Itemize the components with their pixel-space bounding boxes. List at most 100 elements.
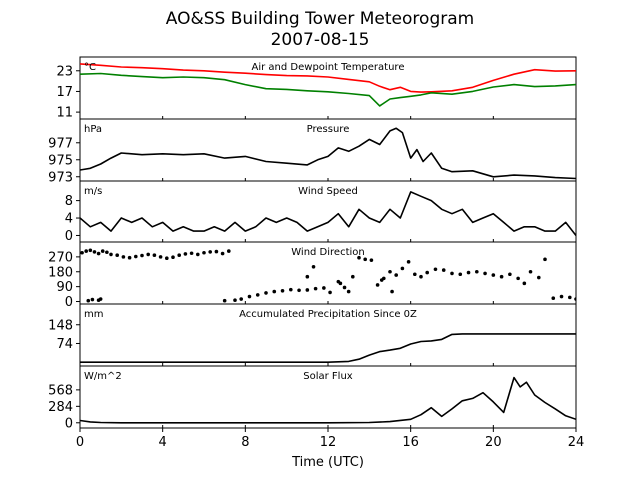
y-tick-label: 0	[65, 416, 73, 431]
data-point	[255, 293, 260, 297]
y-tick-label: 975	[48, 153, 73, 168]
y-tick-label: 270	[48, 250, 73, 265]
data-point	[400, 266, 405, 271]
figure-title-line2: 2007-08-15	[271, 30, 370, 50]
data-point	[152, 253, 157, 258]
data-point	[289, 287, 293, 292]
data-point	[369, 258, 374, 262]
data-point	[202, 250, 206, 255]
y-tick-label: 17	[56, 85, 73, 100]
series-line-1	[80, 191, 576, 236]
series-line-1	[80, 376, 576, 424]
panel-3: 0 4 8 m/s Wind Speed	[65, 180, 577, 244]
series-group	[80, 63, 576, 107]
data-point	[311, 265, 316, 269]
series-group	[80, 248, 576, 303]
data-point	[84, 249, 88, 253]
data-point	[375, 283, 380, 287]
data-point	[115, 253, 119, 258]
data-point	[305, 288, 310, 292]
data-point	[450, 271, 454, 276]
panel-title: Wind Speed	[298, 186, 358, 197]
x-axis: 0 4 8 12 16 20 24	[76, 428, 584, 450]
data-point	[233, 298, 237, 302]
y-tick-label: 4	[65, 212, 73, 227]
data-point	[508, 272, 512, 277]
x-tick-label: 4	[159, 435, 167, 450]
panel-unit: m/s	[84, 186, 102, 197]
data-point	[559, 294, 564, 299]
panel-title: Air and Dewpoint Temperature	[252, 62, 405, 73]
data-point	[227, 249, 231, 253]
data-point	[338, 281, 343, 286]
panel-2: 973 975 977 hPa Pressure	[48, 118, 577, 185]
x-tick-label: 24	[568, 435, 585, 450]
data-point	[388, 269, 392, 274]
data-point	[196, 252, 200, 257]
data-point	[522, 281, 527, 286]
data-point	[183, 252, 188, 256]
data-point	[90, 297, 95, 302]
y-tick-label: 180	[48, 265, 73, 280]
data-point	[177, 253, 181, 258]
panel-unit: hPa	[84, 124, 102, 135]
data-point	[441, 268, 446, 272]
y-tick-label: 74	[56, 337, 73, 352]
data-point	[425, 270, 430, 275]
data-point	[305, 274, 310, 279]
data-point	[394, 273, 399, 277]
x-tick-label: 20	[485, 435, 502, 450]
y-tick-label: 148	[48, 318, 73, 333]
series-line-1	[80, 63, 576, 93]
x-tick-label: 8	[241, 435, 249, 450]
data-point	[92, 250, 97, 254]
x-tick-label: 12	[320, 435, 337, 450]
data-point	[322, 286, 326, 290]
data-point	[419, 274, 423, 279]
data-point	[214, 249, 219, 254]
data-point	[433, 267, 438, 272]
panel-title: Wind Direction	[291, 247, 365, 258]
data-point	[516, 276, 520, 281]
data-point	[80, 250, 84, 255]
data-point	[140, 253, 144, 258]
panel-unit: W/m^2	[84, 371, 122, 382]
series-line-2	[80, 72, 576, 107]
panel-unit: mm	[84, 309, 103, 320]
data-point	[528, 269, 533, 274]
series-group	[80, 376, 576, 424]
data-point	[98, 297, 103, 301]
data-point	[208, 250, 212, 254]
data-point	[346, 289, 351, 294]
panel-5: 74 148 mm Accumulated Precipitation Since 0…	[48, 303, 577, 367]
data-point	[280, 288, 285, 293]
panel-title: Pressure	[307, 124, 350, 135]
data-point	[342, 285, 347, 290]
data-point	[222, 298, 227, 303]
data-point	[413, 272, 417, 277]
data-point	[86, 298, 91, 303]
data-point	[247, 294, 252, 299]
y-tick-label: 11	[56, 106, 73, 121]
data-point	[357, 255, 361, 260]
panel-unit: °C	[84, 62, 96, 73]
data-point	[264, 291, 268, 295]
y-tick-label: 23	[56, 64, 73, 79]
data-point	[379, 278, 384, 282]
data-point	[220, 251, 225, 256]
data-point	[475, 269, 479, 274]
data-point	[390, 289, 394, 294]
data-point	[406, 260, 411, 264]
y-tick-label: 0	[65, 295, 73, 310]
data-point	[551, 296, 556, 301]
y-tick-label: 977	[48, 136, 73, 151]
figure-title-line1: AO&SS Building Tower Meteorogram	[166, 9, 474, 29]
data-point	[239, 297, 243, 301]
data-point	[109, 252, 113, 257]
panel-title: Solar Flux	[303, 371, 353, 382]
data-point	[88, 248, 93, 253]
data-point	[574, 297, 576, 301]
